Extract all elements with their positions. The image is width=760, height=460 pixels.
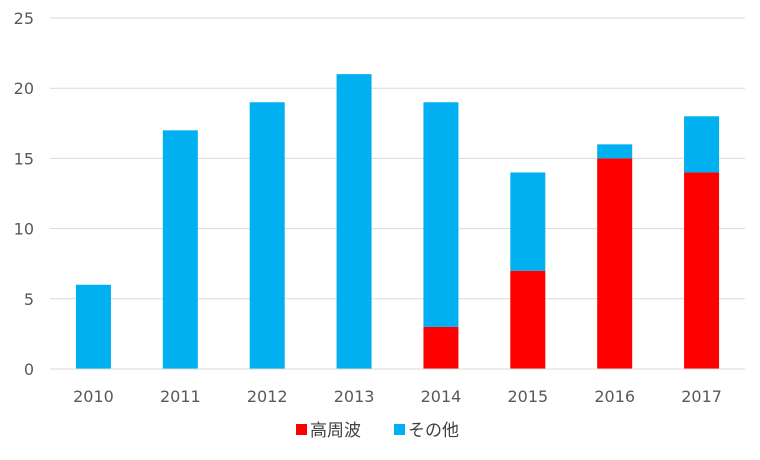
y-tick-label: 5 [24,290,34,309]
bar-2014-series-0 [423,326,459,369]
gridlines [50,17,745,300]
y-axis-ticks: 0 5 10 15 20 25 [14,9,34,379]
x-tick-label: 2014 [421,387,462,406]
y-tick-label: 20 [14,79,34,98]
x-tick-label: 2011 [160,387,201,406]
bars [75,74,720,370]
legend-swatch [394,424,405,435]
x-axis-ticks: 2010 2011 2012 2013 2014 2015 2016 2017 [73,387,722,406]
x-tick-label: 2016 [594,387,635,406]
legend-label: その他 [408,421,459,441]
y-tick-label: 15 [14,149,34,168]
y-tick-label: 0 [24,360,34,379]
legend-swatch [296,424,307,435]
bar-2016-series-1 [597,144,633,159]
legend: 高周波 その他 [296,421,459,441]
bar-2017-series-1 [684,116,720,173]
x-tick-label: 2010 [73,387,114,406]
bar-2013-series-1 [336,74,372,369]
x-tick-label: 2017 [681,387,722,406]
x-tick-label: 2012 [247,387,288,406]
bar-2015-series-1 [510,172,546,271]
y-tick-label: 10 [14,220,34,239]
legend-label: 高周波 [310,421,361,441]
bar-2012-series-1 [249,102,285,370]
bar-2016-series-0 [597,158,633,369]
x-tick-label: 2015 [507,387,548,406]
y-tick-label: 25 [14,9,34,28]
bar-2014-series-1 [423,102,459,327]
bar-2010-series-1 [75,284,111,369]
bar-2015-series-0 [510,270,546,369]
bar-2011-series-1 [162,130,198,369]
x-tick-label: 2013 [334,387,375,406]
bar-2017-series-0 [684,172,720,369]
